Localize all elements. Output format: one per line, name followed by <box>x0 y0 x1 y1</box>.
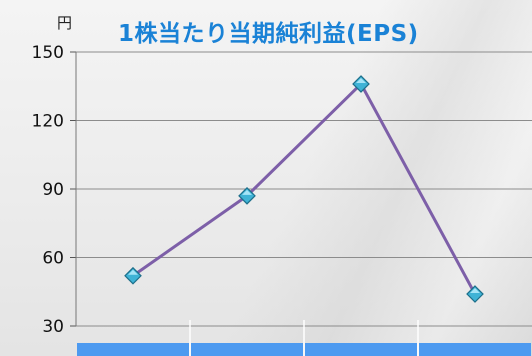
data-point-marker <box>466 285 484 303</box>
category-band <box>77 343 531 356</box>
x-category-cell <box>419 343 531 356</box>
x-category-cell <box>305 343 417 356</box>
eps-series-line <box>132 82 477 295</box>
x-category-cell <box>191 343 303 356</box>
y-axis-unit-label: 円 <box>57 14 73 32</box>
y-axis-ticks: 150 120 90 60 30 <box>32 43 76 337</box>
gridlines <box>76 51 532 327</box>
data-point-marker <box>124 266 142 285</box>
y-tick-label: 60 <box>42 249 64 269</box>
data-point-marker <box>352 75 370 93</box>
y-tick-label: 30 <box>42 317 64 337</box>
y-tick-label: 150 <box>32 43 64 63</box>
series-markers <box>124 75 484 303</box>
x-axis <box>75 52 419 356</box>
y-tick-label: 90 <box>42 180 64 200</box>
series-line <box>132 82 477 295</box>
data-point-marker <box>238 187 256 205</box>
x-category-cell <box>77 343 189 356</box>
chart-title: 1株当たり当期純利益(EPS) <box>118 21 419 47</box>
y-tick-label: 120 <box>32 112 64 132</box>
